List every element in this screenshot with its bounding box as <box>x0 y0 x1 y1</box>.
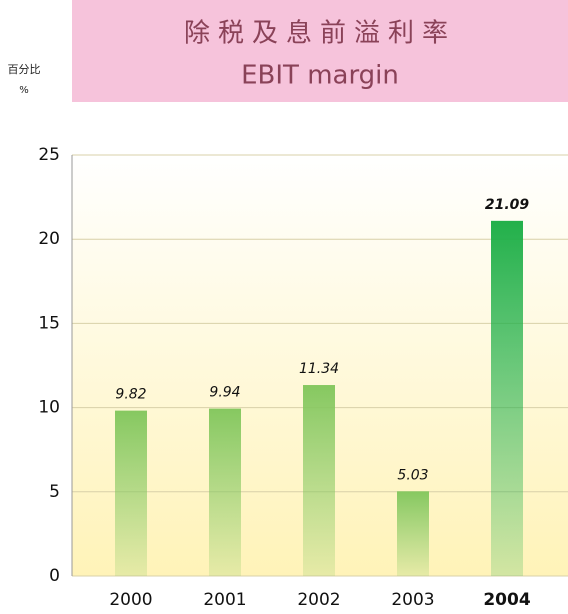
y-axis-unit: % <box>19 85 29 96</box>
value-label: 5.03 <box>397 467 428 483</box>
y-tick-label: 5 <box>49 482 60 502</box>
y-tick-label: 15 <box>38 313 60 333</box>
value-label: 9.82 <box>115 387 146 403</box>
value-label: 9.94 <box>209 385 240 401</box>
x-tick-label: 2001 <box>203 590 246 610</box>
bar <box>209 408 241 576</box>
bar <box>491 220 523 576</box>
chart-subtitle: EBIT margin <box>241 61 399 91</box>
title-box <box>72 0 568 102</box>
value-label: 21.09 <box>485 197 530 213</box>
y-tick-label: 25 <box>38 145 60 165</box>
y-tick-label: 20 <box>38 229 60 249</box>
x-tick-label: 2003 <box>391 590 434 610</box>
y-axis-label: 百分比 <box>8 63 41 76</box>
bar <box>115 410 147 576</box>
x-tick-label: 2002 <box>297 590 340 610</box>
bar <box>397 491 429 576</box>
value-label: 11.34 <box>299 361 339 377</box>
chart-title: 除税及息前溢利率 <box>184 19 456 49</box>
y-tick-label: 10 <box>38 398 60 418</box>
y-tick-label: 0 <box>49 566 60 586</box>
bar <box>303 385 335 576</box>
x-tick-label: 2004 <box>483 590 530 610</box>
x-tick-label: 2000 <box>109 590 152 610</box>
